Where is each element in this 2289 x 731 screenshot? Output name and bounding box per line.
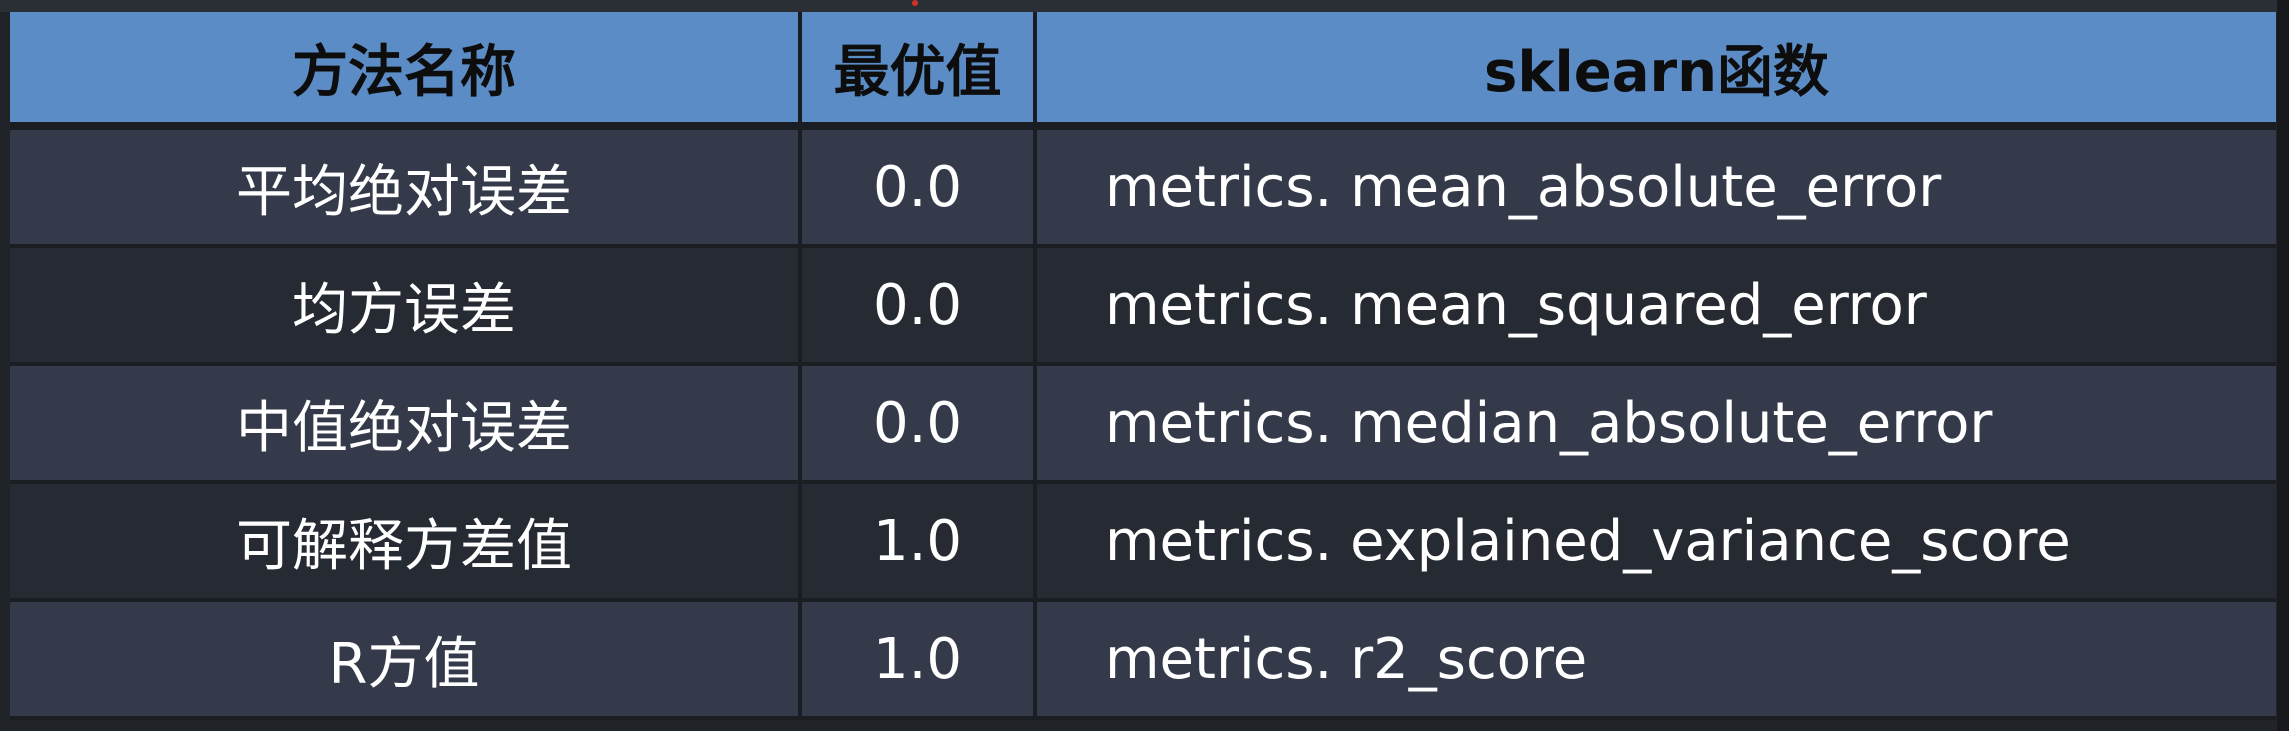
header-best-value: 最优值	[800, 12, 1037, 130]
method-name-cell: R方值	[10, 600, 802, 720]
method-name-cell: 均方误差	[10, 246, 802, 366]
sklearn-function-cell: metrics. median_absolute_error	[1035, 364, 2276, 484]
table-row: 中值绝对误差 0.0 metrics. median_absolute_erro…	[10, 364, 2276, 484]
table-row: 可解释方差值 1.0 metrics. explained_variance_s…	[10, 482, 2276, 602]
table-header-row: 方法名称 最优值 sklearn函数	[10, 12, 2276, 130]
sklearn-function-cell: metrics. mean_absolute_error	[1035, 126, 2276, 248]
metrics-table: 方法名称 最优值 sklearn函数 平均绝对误差 0.0 metrics. m…	[10, 12, 2276, 720]
best-value-cell: 1.0	[800, 482, 1037, 602]
table-row: 平均绝对误差 0.0 metrics. mean_absolute_error	[10, 126, 2276, 248]
header-sklearn-function: sklearn函数	[1035, 12, 2276, 130]
sklearn-function-cell: metrics. r2_score	[1035, 600, 2276, 720]
right-edge-border	[2277, 0, 2289, 731]
best-value-cell: 1.0	[800, 600, 1037, 720]
sklearn-function-cell: metrics. mean_squared_error	[1035, 246, 2276, 366]
header-method-name: 方法名称	[10, 12, 802, 130]
table-row: R方值 1.0 metrics. r2_score	[10, 600, 2276, 720]
table-row: 均方误差 0.0 metrics. mean_squared_error	[10, 246, 2276, 366]
best-value-cell: 0.0	[800, 246, 1037, 366]
top-strip	[0, 0, 2289, 12]
best-value-cell: 0.0	[800, 364, 1037, 484]
sklearn-function-cell: metrics. explained_variance_score	[1035, 482, 2276, 602]
method-name-cell: 可解释方差值	[10, 482, 802, 602]
marker-dot	[912, 0, 918, 6]
best-value-cell: 0.0	[800, 126, 1037, 248]
method-name-cell: 中值绝对误差	[10, 364, 802, 484]
method-name-cell: 平均绝对误差	[10, 126, 802, 248]
